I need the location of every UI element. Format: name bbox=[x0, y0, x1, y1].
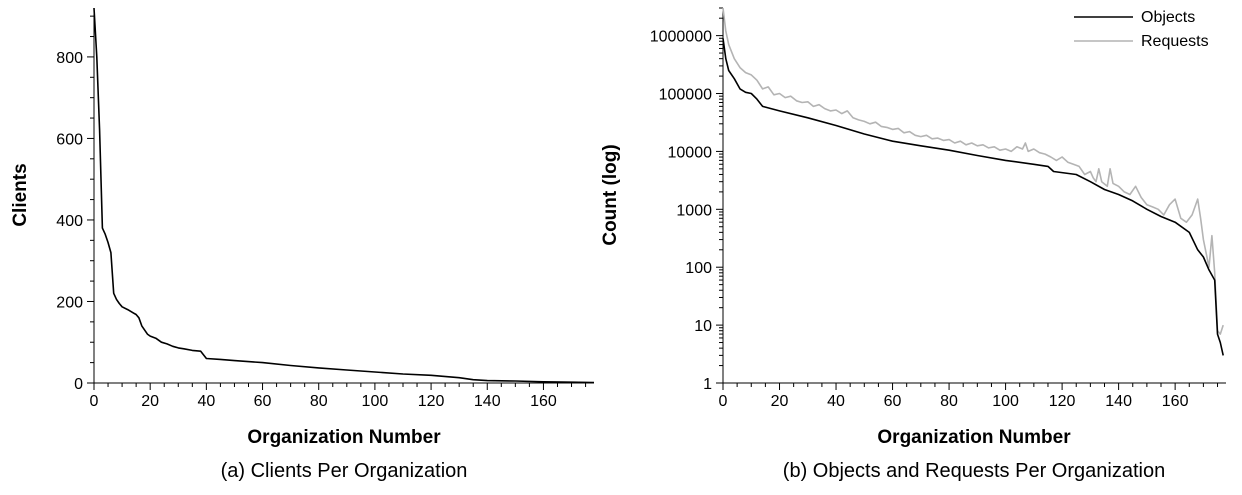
clients-chart-x-tick-label: 120 bbox=[418, 393, 445, 410]
objects-requests-chart-x-tick-label: 140 bbox=[1105, 393, 1132, 410]
objects-requests-chart-y-axis-title: Count (log) bbox=[600, 144, 621, 245]
clients-chart-ticks: 0 20 40 60 80 100 120 140 160 0 200 400 600 800 bbox=[56, 15, 587, 410]
clients-chart-x-tick-label: 40 bbox=[197, 393, 215, 410]
objects-requests-chart-x-tick-label: 20 bbox=[771, 393, 789, 410]
objects-requests-chart: 0 20 40 60 80 100 120 140 160 1 10 100 1000 10000 1000… bbox=[600, 7, 1226, 482]
objects-requests-chart-y-tick-label: 1 bbox=[703, 376, 712, 393]
series-line-objects bbox=[722, 38, 1224, 356]
clients-chart-x-tick-label: 80 bbox=[310, 393, 328, 410]
clients-chart-plot bbox=[93, 7, 595, 384]
objects-requests-chart-y-tick-label: 1000000 bbox=[650, 29, 712, 46]
objects-requests-chart-x-axis-title: Organization Number bbox=[877, 427, 1071, 448]
clients-chart: 0 20 40 60 80 100 120 140 160 0 200 400 600 800 Organ… bbox=[10, 7, 595, 482]
clients-chart-x-tick-label: 160 bbox=[530, 393, 557, 410]
clients-chart-y-tick-label: 400 bbox=[56, 213, 83, 230]
objects-requests-chart-y-tick-label: 100 bbox=[685, 260, 712, 277]
clients-chart-x-tick-label: 60 bbox=[254, 393, 272, 410]
objects-requests-chart-x-tick-label: 0 bbox=[719, 393, 728, 410]
legend-label-requests: Requests bbox=[1141, 33, 1209, 50]
clients-chart-x-tick-label: 100 bbox=[362, 393, 389, 410]
objects-requests-chart-y-tick-label: 100000 bbox=[659, 87, 712, 104]
objects-requests-chart-y-tick-label: 10000 bbox=[668, 144, 713, 161]
clients-chart-x-tick-label: 0 bbox=[90, 393, 99, 410]
objects-requests-chart-plot bbox=[722, 7, 1224, 356]
objects-requests-chart-caption: (b) Objects and Requests Per Organizatio… bbox=[783, 460, 1165, 482]
clients-chart-caption: (a) Clients Per Organization bbox=[221, 460, 468, 482]
objects-requests-chart-y-tick-label: 1000 bbox=[676, 202, 712, 219]
objects-requests-chart-x-tick-label: 160 bbox=[1162, 393, 1189, 410]
clients-chart-x-axis-title: Organization Number bbox=[247, 427, 441, 448]
legend-label-objects: Objects bbox=[1141, 9, 1195, 26]
objects-requests-chart-ticks: 0 20 40 60 80 100 120 140 160 1 10 100 1000 10000 1000… bbox=[650, 7, 1219, 410]
objects-requests-chart-x-tick-label: 100 bbox=[992, 393, 1019, 410]
objects-requests-chart-x-tick-label: 80 bbox=[940, 393, 958, 410]
clients-chart-y-axis-title: Clients bbox=[10, 163, 31, 226]
clients-chart-x-tick-label: 20 bbox=[141, 393, 159, 410]
clients-chart-y-tick-label: 800 bbox=[56, 50, 83, 67]
objects-requests-chart-x-tick-label: 60 bbox=[884, 393, 902, 410]
legend: Objects Requests bbox=[1074, 9, 1209, 50]
series-line-requests bbox=[722, 7, 1224, 335]
clients-chart-y-tick-label: 200 bbox=[56, 294, 83, 311]
objects-requests-chart-y-tick-label: 10 bbox=[694, 318, 712, 335]
objects-requests-chart-x-tick-label: 40 bbox=[827, 393, 845, 410]
series-line-clients bbox=[93, 7, 595, 384]
objects-requests-chart-x-tick-label: 120 bbox=[1049, 393, 1076, 410]
clients-chart-x-tick-label: 140 bbox=[474, 393, 501, 410]
clients-chart-y-tick-label: 0 bbox=[74, 376, 83, 393]
clients-chart-y-tick-label: 600 bbox=[56, 131, 83, 148]
